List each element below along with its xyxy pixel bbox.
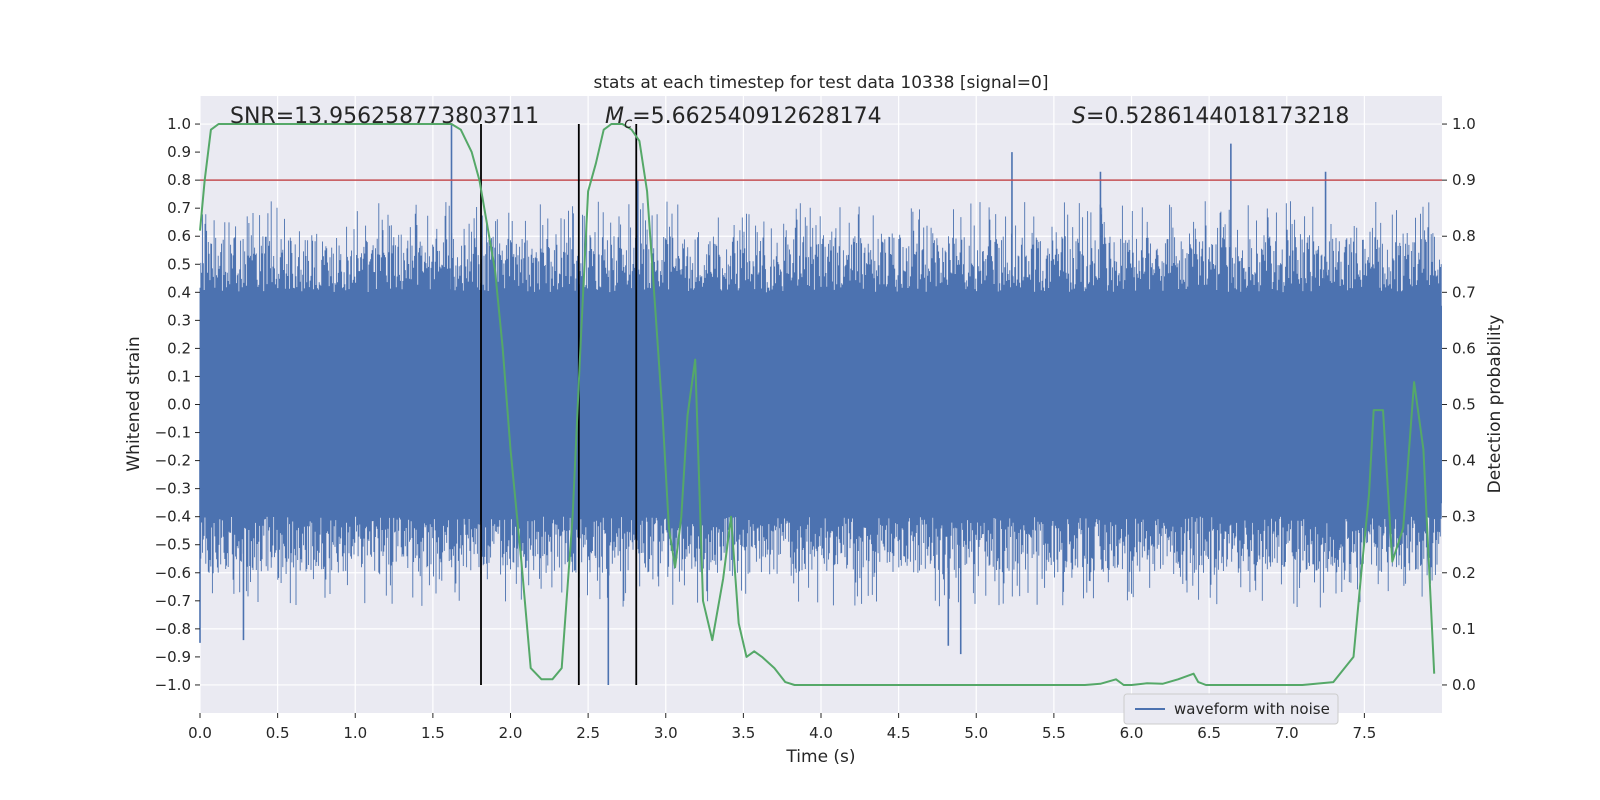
x-tick-label: 0.0: [188, 724, 212, 742]
x-tick-label: 7.5: [1352, 724, 1376, 742]
left-tick-label: 0.8: [167, 171, 191, 189]
right-y-ticks: 1.0 0.9 0.8 0.7 0.6 0.5 0.4 0.3 0.2 0.1 0.0: [1442, 115, 1476, 694]
mc-value: =5.662540912628174: [632, 104, 881, 129]
x-ticks: 0.0 0.5 1.0 1.5 2.0 2.5 3.0 3.5 4.0 4.5 5.0 5.5 6.0 6…: [188, 713, 1376, 742]
right-tick-label: 0.6: [1452, 339, 1476, 357]
x-tick-label: 6.0: [1120, 724, 1144, 742]
x-tick-label: 4.5: [887, 724, 911, 742]
x-tick-label: 3.0: [654, 724, 678, 742]
left-tick-label: −0.2: [155, 452, 191, 470]
right-tick-label: 1.0: [1452, 115, 1476, 133]
legend-box: [1123, 693, 1339, 725]
x-tick-label: 1.5: [421, 724, 445, 742]
x-tick-label: 6.5: [1197, 724, 1221, 742]
x-tick-label: 5.5: [1042, 724, 1066, 742]
left-tick-label: 0.1: [167, 367, 191, 385]
chart-title: stats at each timestep for test data 103…: [594, 73, 1049, 93]
left-tick-label: 0.4: [167, 283, 191, 301]
right-tick-label: 0.4: [1452, 452, 1476, 470]
mc-subscript: c: [624, 114, 633, 132]
left-tick-label: −0.3: [155, 480, 191, 498]
right-tick-label: 0.1: [1452, 620, 1476, 638]
x-tick-label: 7.0: [1275, 724, 1299, 742]
legend: waveform with noise: [1123, 693, 1339, 725]
x-tick-label: 2.0: [499, 724, 523, 742]
x-tick-label: 0.5: [266, 724, 290, 742]
x-axis-label: Time (s): [785, 747, 855, 767]
x-tick-label: 1.0: [343, 724, 367, 742]
right-tick-label: 0.9: [1452, 171, 1476, 189]
left-tick-label: −0.9: [155, 648, 191, 666]
probability-series: [199, 123, 1436, 686]
right-tick-label: 0.8: [1452, 227, 1476, 245]
score-annotation: S=0.5286144018173218: [1072, 104, 1349, 129]
left-tick-label: 0.0: [167, 396, 191, 414]
left-tick-label: −0.7: [155, 592, 191, 610]
left-tick-label: 0.9: [167, 143, 191, 161]
left-tick-label: 0.2: [167, 339, 191, 357]
x-tick-label: 3.5: [731, 724, 755, 742]
left-tick-label: 0.7: [167, 199, 191, 217]
left-tick-label: −0.4: [155, 508, 191, 526]
left-tick-label: −0.1: [155, 424, 191, 442]
chirp-mass-annotation: Mc=5.662540912628174: [605, 104, 882, 132]
right-tick-label: 0.3: [1452, 508, 1476, 526]
left-tick-label: −0.5: [155, 536, 191, 554]
x-tick-label: 2.5: [576, 724, 600, 742]
waveform-series: [199, 124, 1442, 685]
x-tick-label: 5.0: [964, 724, 988, 742]
left-y-axis-label: Whitened strain: [124, 336, 144, 471]
left-tick-label: 0.5: [167, 255, 191, 273]
snr-annotation: SNR=13.956258773803711: [230, 104, 539, 129]
right-tick-label: 0.7: [1452, 283, 1476, 301]
s-symbol: S: [1072, 104, 1086, 129]
detection-probability-line: [199, 123, 1436, 686]
right-tick-label: 0.2: [1452, 564, 1476, 582]
right-tick-label: 0.0: [1452, 676, 1476, 694]
left-tick-label: −0.8: [155, 620, 191, 638]
x-tick-label: 4.0: [809, 724, 833, 742]
left-tick-label: 1.0: [167, 115, 191, 133]
mc-symbol: M: [605, 104, 624, 129]
reference-lines: [200, 124, 1442, 685]
left-y-ticks: 1.0 0.9 0.8 0.7 0.6 0.5 0.4 0.3 0.2 0.1 0.0 −0.1 −0.…: [155, 115, 200, 694]
legend-label-waveform: waveform with noise: [1174, 700, 1330, 718]
left-tick-label: −0.6: [155, 564, 191, 582]
s-value: =0.5286144018173218: [1086, 104, 1349, 129]
left-tick-label: 0.3: [167, 311, 191, 329]
right-tick-label: 0.5: [1452, 396, 1476, 414]
right-y-axis-label: Detection probability: [1485, 315, 1505, 494]
left-tick-label: 0.6: [167, 227, 191, 245]
left-tick-label: −1.0: [155, 676, 191, 694]
